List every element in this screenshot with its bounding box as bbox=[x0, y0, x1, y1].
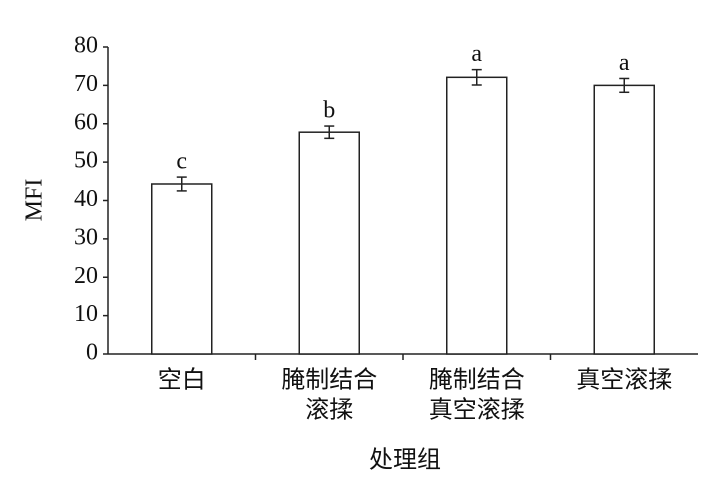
y-tick-label: 70 bbox=[74, 71, 98, 97]
bar bbox=[151, 183, 213, 355]
y-tick-label: 50 bbox=[74, 148, 98, 174]
bar bbox=[446, 76, 508, 355]
y-axis-label: MFI bbox=[22, 179, 48, 222]
bar bbox=[298, 131, 360, 355]
significance-label: b bbox=[323, 98, 335, 124]
x-tick-label: 滚揉 bbox=[305, 397, 353, 424]
x-tick-label: 真空滚揉 bbox=[576, 367, 672, 394]
x-axis-label: 处理组 bbox=[369, 447, 441, 474]
significance-label: a bbox=[619, 50, 630, 76]
bar bbox=[593, 84, 655, 355]
error-bar bbox=[324, 125, 335, 140]
error-bar bbox=[471, 68, 482, 86]
y-tick-label: 0 bbox=[86, 340, 98, 366]
error-bar bbox=[619, 77, 630, 94]
significance-label: c bbox=[176, 149, 187, 175]
x-tick-label: 腌制结合 bbox=[281, 367, 377, 394]
x-tick-label: 腌制结合 bbox=[429, 367, 525, 394]
significance-label: a bbox=[471, 41, 482, 67]
y-tick-label: 60 bbox=[74, 109, 98, 135]
x-tick-label: 真空滚揉 bbox=[429, 397, 525, 424]
y-tick-label: 80 bbox=[74, 33, 98, 59]
y-tick-label: 10 bbox=[74, 301, 98, 327]
x-tick-label: 空白 bbox=[158, 367, 206, 394]
error-bar bbox=[176, 176, 187, 192]
y-tick-label: 40 bbox=[74, 186, 98, 212]
y-tick-label: 30 bbox=[74, 224, 98, 250]
y-tick-label: 20 bbox=[74, 263, 98, 289]
